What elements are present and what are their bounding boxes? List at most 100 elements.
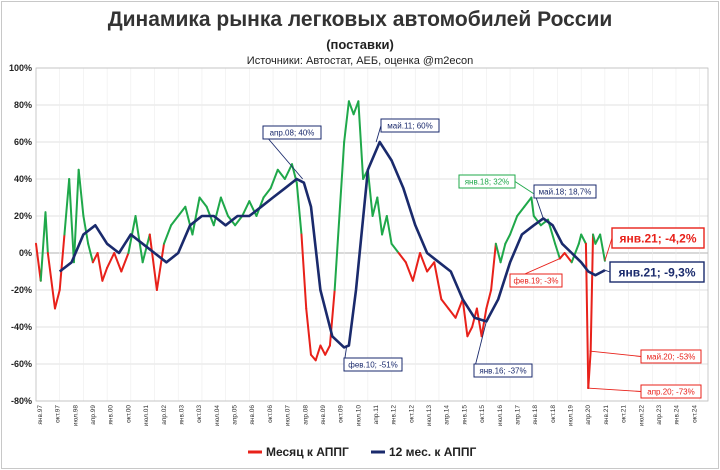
monthly-segment bbox=[447, 307, 457, 319]
monthly-segment bbox=[191, 196, 201, 236]
x-axis: янв.97 окт.97 июл.98 апр.99 янв.00 окт.00 июл.… bbox=[37, 405, 698, 427]
monthly-segment bbox=[305, 307, 312, 356]
y-tick-label: 60% bbox=[14, 137, 32, 147]
monthly-segment bbox=[587, 350, 592, 390]
x-tick-label: апр.02 bbox=[161, 405, 168, 425]
monthly-segment bbox=[563, 252, 573, 264]
y-tick-label: 40% bbox=[14, 174, 32, 184]
x-tick-label: окт.09 bbox=[338, 405, 345, 423]
monthly-segment bbox=[177, 205, 187, 217]
monthly-segment bbox=[58, 233, 66, 291]
monthly-segment bbox=[39, 211, 47, 282]
annotation-label: апр.20; -73% bbox=[647, 387, 694, 396]
annotation-leader bbox=[589, 350, 642, 357]
monthly-segment bbox=[494, 242, 502, 264]
x-tick-label: июл.22 bbox=[638, 405, 645, 427]
monthly-segment bbox=[594, 233, 602, 245]
monthly-segment bbox=[163, 224, 173, 245]
annotation-box bbox=[458, 174, 516, 189]
chart-title: Динамика рынка легковых автомобилей Росс… bbox=[107, 8, 613, 31]
annotation-box bbox=[640, 349, 702, 364]
monthly-segment bbox=[426, 261, 436, 273]
x-tick-label: апр.20 bbox=[585, 405, 592, 425]
annotation-label: янв.16; -37% bbox=[479, 366, 526, 375]
monthly-segment bbox=[300, 233, 308, 310]
x-tick-label: окт.03 bbox=[196, 405, 203, 423]
x-tick-label: июл.01 bbox=[143, 405, 150, 427]
x-tick-label: июл.19 bbox=[568, 405, 575, 427]
monthly-segment bbox=[314, 344, 322, 362]
monthly-segment bbox=[283, 163, 293, 180]
annotation-box bbox=[611, 227, 705, 249]
monthly-segment bbox=[44, 211, 49, 254]
x-tick-label: апр.14 bbox=[444, 405, 451, 425]
monthly-segment bbox=[580, 233, 587, 245]
y-tick-label: 20% bbox=[14, 211, 32, 221]
monthly-segment bbox=[381, 215, 388, 236]
monthly-segment bbox=[366, 168, 374, 217]
monthly-segment bbox=[385, 215, 393, 245]
annotation-leader bbox=[604, 237, 613, 261]
rolling12-line bbox=[58, 140, 606, 349]
x-tick-label: окт.15 bbox=[479, 405, 486, 423]
x-tick-label: июл.04 bbox=[214, 405, 221, 427]
monthly-segment bbox=[530, 196, 535, 217]
monthly-segment bbox=[333, 215, 341, 291]
x-tick-label: янв.15 bbox=[461, 405, 468, 425]
annotation-box bbox=[509, 273, 563, 288]
annotation-leader bbox=[587, 387, 642, 392]
monthly-segment bbox=[309, 353, 317, 362]
monthly-segment bbox=[148, 233, 158, 291]
annotation-label: фев.19; -3% bbox=[513, 276, 558, 285]
monthly-segment bbox=[324, 344, 331, 356]
annotation-label: янв.21; -9,3% bbox=[619, 265, 696, 279]
monthly-segment bbox=[599, 233, 606, 262]
monthly-segment bbox=[532, 215, 542, 227]
x-tick-label: июл.16 bbox=[497, 405, 504, 427]
legend-label-monthly: Месяц к АППГ bbox=[266, 445, 349, 459]
monthly-segment bbox=[68, 178, 75, 264]
x-tick-label: янв.09 bbox=[320, 405, 327, 425]
monthly-segment bbox=[328, 289, 336, 347]
monthly-segment bbox=[570, 242, 580, 264]
annotation-label: май.20; -53% bbox=[647, 352, 696, 361]
monthly-segment bbox=[504, 233, 512, 245]
x-tick-label: янв.97 bbox=[37, 405, 44, 425]
monthly-segment bbox=[480, 307, 488, 338]
monthly-segment bbox=[440, 298, 450, 310]
monthly-segment bbox=[269, 168, 279, 190]
monthly-segment bbox=[461, 298, 469, 338]
monthly-segment bbox=[35, 242, 42, 282]
monthly-segment bbox=[592, 233, 597, 245]
annotation-leader bbox=[514, 181, 535, 195]
x-tick-label: окт.00 bbox=[125, 405, 132, 423]
annotation-box bbox=[609, 261, 705, 283]
monthly-segment bbox=[589, 233, 595, 353]
x-tick-label: июл.13 bbox=[426, 405, 433, 427]
monthly-segment bbox=[77, 168, 85, 217]
x-tick-label: апр.23 bbox=[656, 405, 663, 425]
x-tick-label: апр.17 bbox=[514, 405, 521, 425]
annotation-layer: апр.08; 40% май.11; 60% фев.10; -51% янв.18… bbox=[262, 118, 705, 399]
y-tick-label: -80% bbox=[11, 396, 32, 406]
monthly-segment bbox=[509, 215, 519, 236]
monthly-segment bbox=[53, 289, 61, 310]
y-tick-label: -40% bbox=[11, 322, 32, 332]
x-tick-label: янв.12 bbox=[391, 405, 398, 425]
x-tick-label: окт.12 bbox=[408, 405, 415, 423]
monthly-segment bbox=[82, 215, 90, 245]
y-tick-label: 0% bbox=[19, 248, 32, 258]
monthly-segment bbox=[343, 100, 350, 143]
y-tick-label: 100% bbox=[9, 63, 32, 73]
x-tick-label: окт.18 bbox=[550, 405, 557, 423]
x-tick-label: янв.24 bbox=[674, 405, 681, 425]
monthly-segment bbox=[485, 289, 493, 310]
annotation-leader bbox=[375, 125, 382, 143]
monthly-segment bbox=[134, 215, 144, 264]
monthly-segment bbox=[106, 252, 116, 269]
monthly-segment bbox=[404, 261, 414, 282]
monthly-segment bbox=[248, 200, 258, 217]
annotation-label: май.18; 18,7% bbox=[539, 187, 592, 196]
monthly-segment bbox=[584, 242, 590, 390]
